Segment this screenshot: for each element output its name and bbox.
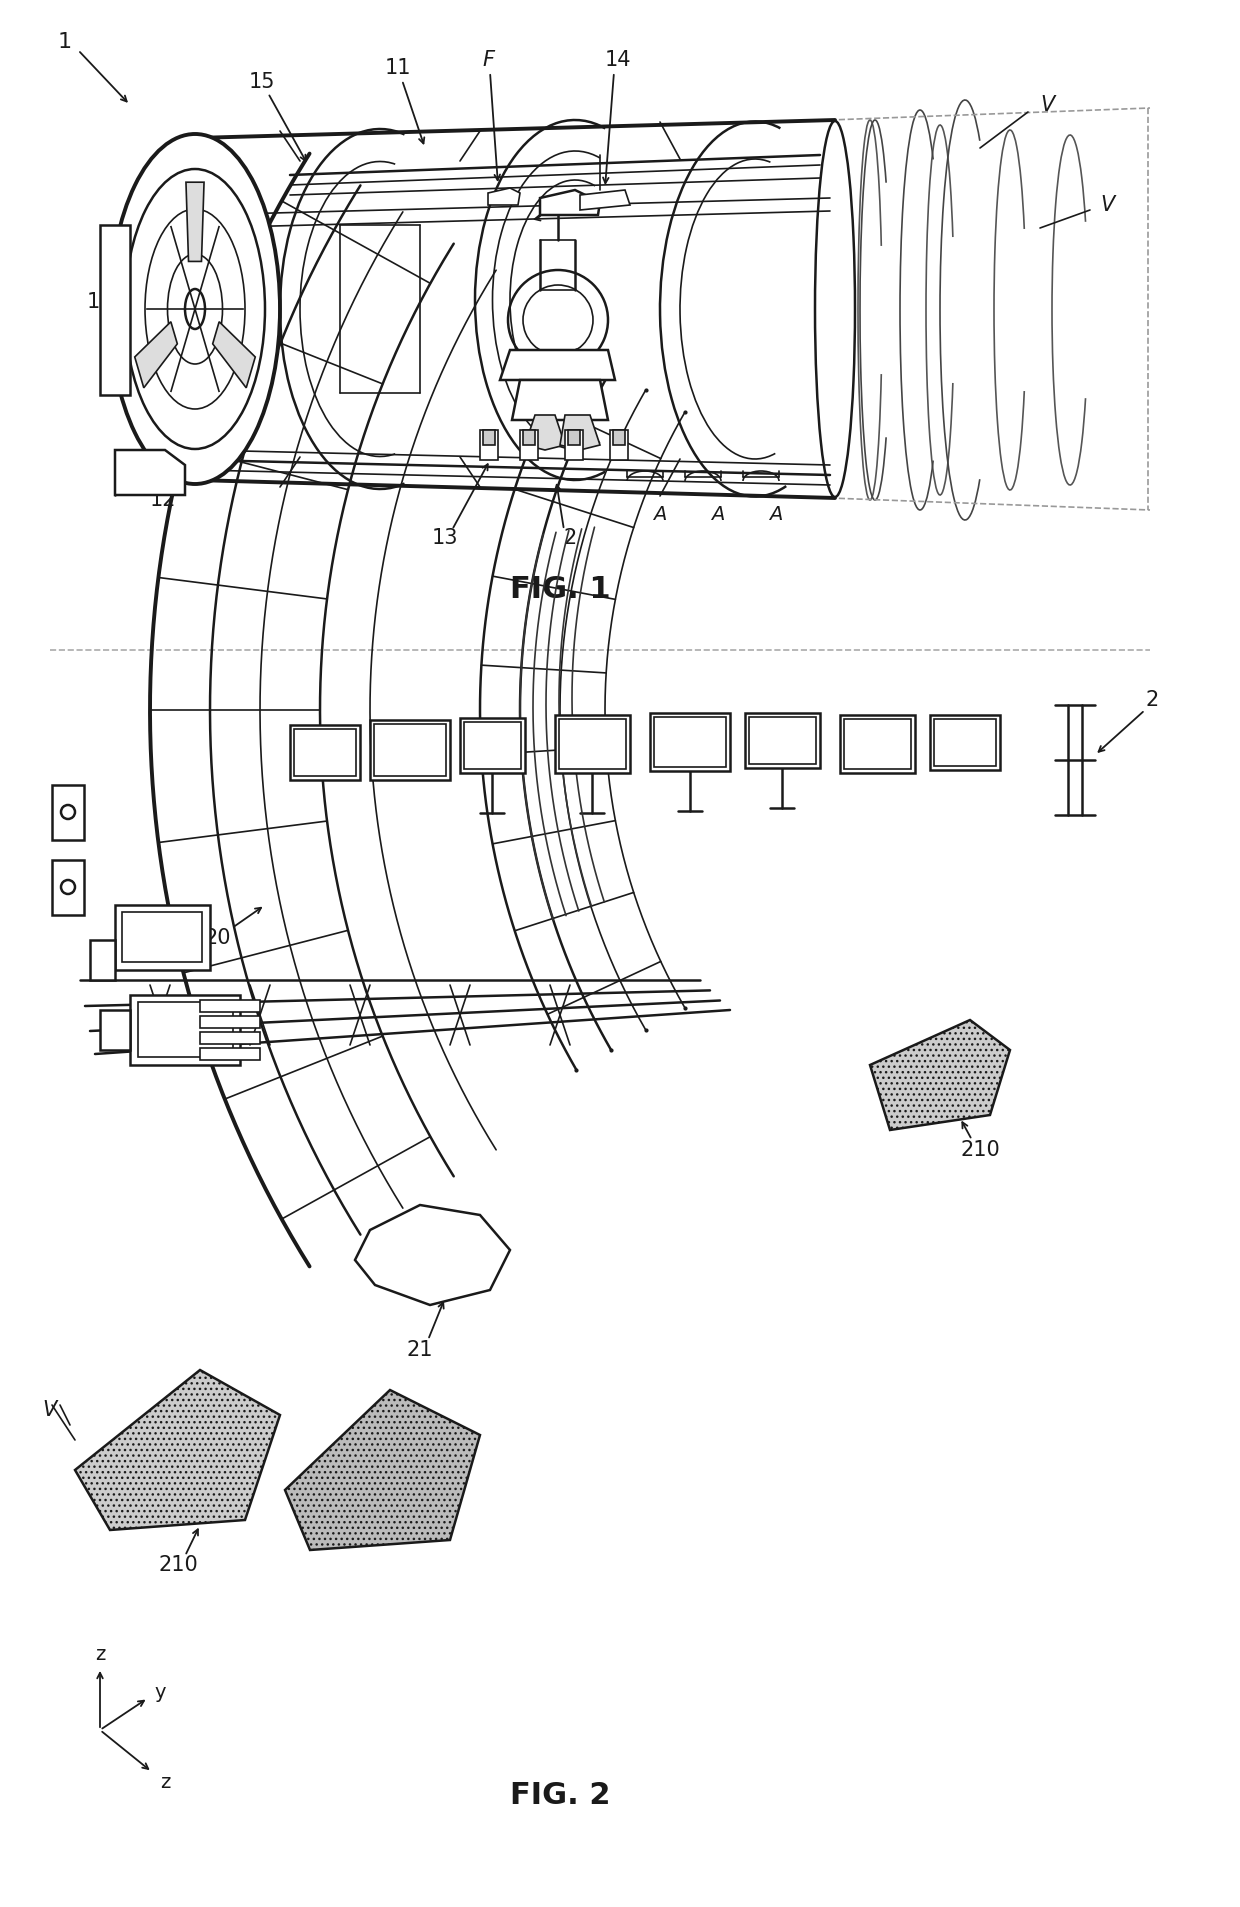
Bar (130, 995, 241, 1064)
Text: 11: 11 (384, 57, 412, 78)
Bar (559, 719, 626, 769)
Polygon shape (512, 379, 608, 420)
Text: A: A (712, 505, 724, 524)
Bar (200, 999, 260, 1013)
Ellipse shape (61, 879, 74, 894)
Polygon shape (500, 351, 615, 379)
Text: V: V (1040, 95, 1055, 114)
Bar (745, 713, 820, 769)
Bar (464, 723, 521, 769)
Polygon shape (186, 183, 205, 261)
Text: 14: 14 (605, 50, 631, 71)
Bar (100, 225, 130, 395)
Bar (930, 715, 999, 770)
Bar (138, 1001, 233, 1056)
Bar (122, 912, 202, 961)
Bar (523, 429, 534, 444)
Bar (290, 725, 360, 780)
Bar (520, 429, 538, 460)
Bar (52, 860, 84, 915)
Text: 210: 210 (960, 1140, 999, 1159)
Bar (294, 728, 356, 776)
Bar (200, 1016, 260, 1028)
Text: 210: 210 (159, 1554, 198, 1575)
Ellipse shape (61, 805, 74, 818)
Text: 21: 21 (407, 1341, 433, 1360)
Bar (749, 717, 816, 765)
Bar (613, 429, 625, 444)
Text: z: z (94, 1644, 105, 1663)
Bar (52, 786, 84, 839)
Ellipse shape (110, 133, 280, 484)
Bar (556, 715, 630, 772)
Bar (934, 719, 996, 767)
Polygon shape (489, 189, 520, 204)
Bar (115, 906, 210, 971)
Text: y: y (154, 1682, 166, 1701)
Bar (460, 719, 525, 772)
Ellipse shape (185, 290, 205, 330)
Bar (653, 717, 725, 767)
Polygon shape (285, 1390, 480, 1550)
Bar (610, 429, 627, 460)
Text: 20: 20 (205, 929, 231, 948)
Text: 2: 2 (563, 528, 577, 547)
Text: 10: 10 (87, 292, 113, 313)
Bar (374, 725, 446, 776)
Text: FIG. 1: FIG. 1 (510, 576, 610, 605)
Polygon shape (213, 322, 255, 387)
Polygon shape (580, 191, 630, 210)
Bar (839, 715, 915, 772)
Bar (650, 713, 730, 770)
Text: V: V (1101, 195, 1115, 215)
Polygon shape (870, 1020, 1011, 1131)
Text: 13: 13 (432, 528, 459, 547)
Text: 12: 12 (150, 490, 176, 509)
Text: FIG. 2: FIG. 2 (510, 1781, 610, 1810)
Polygon shape (525, 416, 565, 450)
Polygon shape (135, 322, 177, 387)
Text: z: z (160, 1772, 170, 1791)
Bar (568, 429, 580, 444)
Text: 15: 15 (249, 72, 275, 92)
Text: A: A (653, 505, 667, 524)
Bar (480, 429, 498, 460)
Text: V: V (43, 1400, 57, 1421)
Polygon shape (355, 1205, 510, 1304)
Polygon shape (115, 450, 185, 496)
Bar (91, 940, 115, 980)
Polygon shape (74, 1369, 280, 1529)
Bar (484, 429, 495, 444)
Bar (200, 1032, 260, 1043)
Polygon shape (539, 191, 600, 215)
Bar (844, 719, 911, 769)
Text: F: F (482, 50, 494, 71)
Polygon shape (560, 416, 600, 450)
Bar (200, 1049, 260, 1060)
Text: 2: 2 (1146, 690, 1158, 709)
Bar (370, 721, 450, 780)
Text: 1: 1 (58, 32, 72, 51)
Bar (100, 1011, 130, 1051)
Bar (565, 429, 583, 460)
Text: A: A (769, 505, 782, 524)
